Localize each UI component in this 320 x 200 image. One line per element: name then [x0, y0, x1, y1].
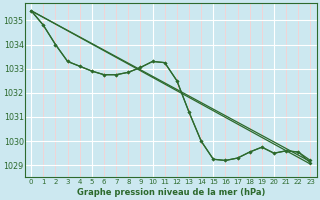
X-axis label: Graphe pression niveau de la mer (hPa): Graphe pression niveau de la mer (hPa): [76, 188, 265, 197]
